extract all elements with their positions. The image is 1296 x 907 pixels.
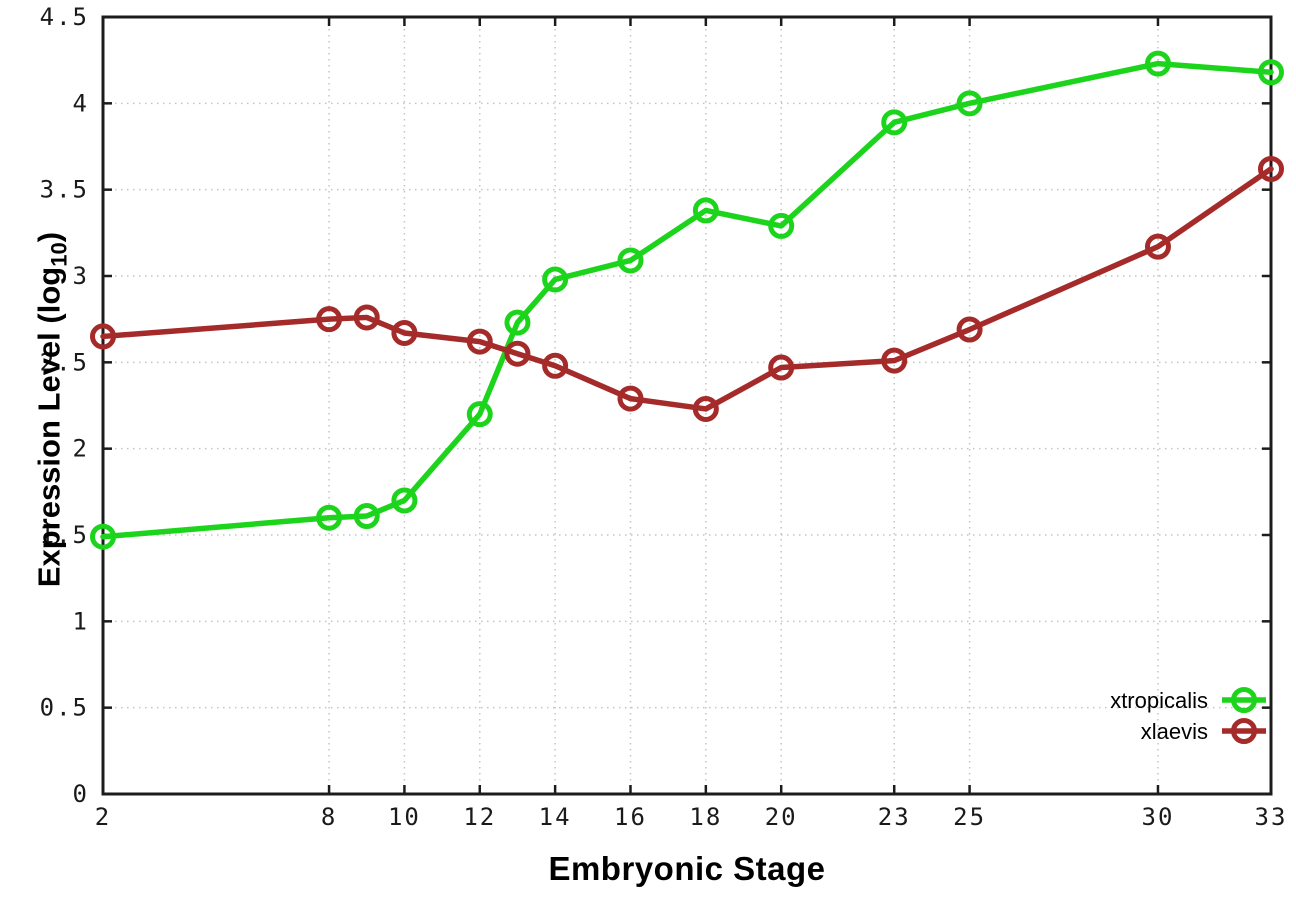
y-tick-label: 1 — [73, 607, 89, 635]
data-point-xtropicalis — [90, 523, 116, 550]
y-tick-label: 2 — [73, 435, 89, 463]
plot-border — [101, 15, 1273, 796]
x-tick-label: 25 — [953, 803, 986, 831]
x-tick-label: 20 — [765, 803, 798, 831]
data-point-xtropicalis — [956, 90, 983, 117]
data-point-xlaevis — [617, 385, 644, 412]
data-point-xlaevis — [391, 319, 418, 346]
y-tick-label: 4.5 — [40, 3, 89, 31]
data-point-xtropicalis — [504, 309, 531, 336]
data-point-xtropicalis — [391, 487, 418, 514]
data-point-xtropicalis — [542, 266, 569, 293]
data-point-xtropicalis — [768, 212, 795, 239]
x-tick-label: 10 — [388, 803, 421, 831]
data-point-xtropicalis — [316, 504, 343, 531]
data-point-xtropicalis — [692, 197, 719, 224]
data-point-xlaevis — [768, 354, 795, 381]
x-tick-label: 2 — [95, 803, 111, 831]
data-point-xlaevis — [1258, 155, 1284, 182]
y-axis-title: Expression Level (log10) — [31, 200, 72, 620]
data-point-xlaevis — [692, 395, 719, 422]
y-tick-label: 0 — [73, 780, 89, 808]
x-tick-label: 23 — [878, 803, 911, 831]
x-tick-label: 16 — [614, 803, 647, 831]
data-point-xtropicalis — [466, 401, 493, 428]
data-point-xlaevis — [353, 304, 380, 331]
y-axis-title-close: ) — [31, 231, 67, 243]
data-point-xlaevis — [1144, 233, 1171, 260]
x-tick-label: 14 — [539, 803, 572, 831]
y-tick-label: 4 — [73, 89, 89, 117]
legend-sample-marker-xtropicalis — [1231, 687, 1257, 713]
x-axis-title: Embryonic Stage — [548, 850, 826, 887]
x-tick-label: 18 — [689, 803, 722, 831]
data-point-xlaevis — [881, 347, 908, 374]
data-point-xtropicalis — [881, 109, 908, 136]
x-tick-label: 33 — [1255, 803, 1288, 831]
y-tick-label: 3.5 — [40, 176, 89, 204]
series-line-xtropicalis — [100, 60, 1274, 540]
y-tick-label: 0.5 — [40, 694, 89, 722]
data-point-xtropicalis — [1258, 59, 1284, 86]
data-point-xlaevis — [542, 352, 569, 379]
data-point-xlaevis — [956, 316, 983, 343]
legend-label-xlaevis: xlaevis — [1141, 719, 1208, 744]
series-line-xlaevis — [100, 166, 1274, 412]
data-point-xlaevis — [466, 328, 493, 355]
y-tick-label: 3 — [73, 262, 89, 290]
y-tick-label: 1.5 — [40, 521, 89, 549]
y-axis-title-text: Expression Level (log — [31, 266, 67, 588]
data-point-xlaevis — [90, 323, 116, 350]
data-point-xlaevis — [316, 306, 343, 333]
legend-sample-marker-xlaevis — [1231, 718, 1257, 744]
x-tick-label: 8 — [321, 803, 337, 831]
data-point-xlaevis — [504, 340, 531, 367]
data-point-xtropicalis — [353, 503, 380, 530]
y-axis-title-subscript: 10 — [46, 242, 72, 267]
x-tick-label: 12 — [463, 803, 496, 831]
data-point-xtropicalis — [1144, 50, 1171, 77]
y-tick-label: 2.5 — [40, 348, 89, 376]
x-tick-label: 30 — [1142, 803, 1175, 831]
legend-label-xtropicalis: xtropicalis — [1110, 688, 1208, 713]
data-point-xtropicalis — [617, 247, 644, 274]
